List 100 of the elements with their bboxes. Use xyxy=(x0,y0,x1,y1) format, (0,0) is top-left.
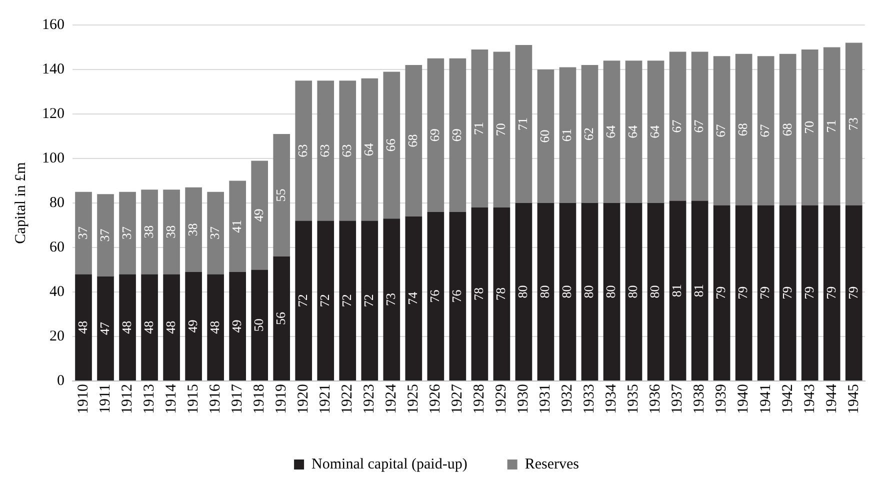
data-label: 81 xyxy=(691,284,706,298)
data-label: 41 xyxy=(229,220,244,233)
data-label: 71 xyxy=(515,118,530,131)
data-label: 38 xyxy=(162,225,178,238)
x-tick-label: 1914 xyxy=(163,384,180,414)
x-tick-label: 1944 xyxy=(824,384,840,414)
data-label: 80 xyxy=(625,285,640,298)
bar xyxy=(361,220,378,380)
bar xyxy=(603,203,620,380)
data-label: 79 xyxy=(801,286,816,300)
y-tick-label: 20 xyxy=(50,328,64,344)
data-label: 71 xyxy=(823,120,838,133)
data-label: 48 xyxy=(206,320,222,334)
x-tick-label: 1934 xyxy=(604,384,620,414)
bar xyxy=(339,220,356,380)
y-tick-label: 60 xyxy=(50,239,64,256)
y-tick-label: 100 xyxy=(42,150,64,166)
bar xyxy=(185,187,202,272)
x-tick-label: 1930 xyxy=(516,384,532,414)
y-tick-label: 140 xyxy=(42,61,64,78)
bar xyxy=(471,207,488,380)
data-label: 37 xyxy=(118,226,134,240)
bar xyxy=(581,65,598,203)
data-label: 69 xyxy=(449,128,464,142)
bar xyxy=(229,272,246,380)
bar xyxy=(273,134,290,256)
x-tick-label: 1921 xyxy=(318,384,334,414)
x-tick-label: 1917 xyxy=(230,384,246,414)
data-label: 79 xyxy=(845,286,860,300)
bar xyxy=(251,270,268,380)
data-label: 48 xyxy=(162,320,178,334)
bar xyxy=(97,194,114,276)
bar xyxy=(647,203,664,380)
data-label: 76 xyxy=(449,289,464,303)
data-label: 66 xyxy=(383,138,398,152)
data-label: 78 xyxy=(471,287,486,300)
bar xyxy=(823,205,840,380)
x-tick-label: 1926 xyxy=(428,384,444,414)
data-label: 67 xyxy=(669,119,684,133)
x-tick-label: 1925 xyxy=(406,384,422,414)
bar xyxy=(537,70,554,203)
bar xyxy=(273,256,290,380)
bar xyxy=(427,212,444,380)
bar xyxy=(823,47,840,206)
x-tick-label: 1912 xyxy=(119,384,136,414)
data-label: 81 xyxy=(669,284,684,298)
bar xyxy=(405,216,422,380)
bar xyxy=(75,274,92,380)
bar xyxy=(691,200,708,380)
data-label: 49 xyxy=(184,320,200,333)
x-tick-label: 1933 xyxy=(582,384,598,414)
x-tick-label: 1945 xyxy=(846,384,862,414)
x-tick-label: 1943 xyxy=(802,384,818,414)
x-tick-label: 1928 xyxy=(472,384,488,414)
data-label: 37 xyxy=(74,226,90,240)
x-tick-label: 1919 xyxy=(274,384,290,414)
y-axis-title: Capital in £m xyxy=(12,162,29,244)
data-label: 72 xyxy=(339,294,354,308)
bar xyxy=(163,190,180,274)
bar xyxy=(317,220,334,380)
bar xyxy=(779,205,796,380)
bar xyxy=(515,203,532,380)
bar xyxy=(625,60,642,203)
data-label: 64 xyxy=(361,142,376,156)
data-label: 76 xyxy=(427,289,442,303)
bar xyxy=(229,180,246,272)
bar xyxy=(207,192,224,274)
bar xyxy=(537,203,554,380)
bar xyxy=(317,80,334,221)
data-label: 64 xyxy=(625,124,640,138)
data-label: 70 xyxy=(493,123,508,136)
data-label: 61 xyxy=(559,128,574,142)
y-tick-label: 120 xyxy=(42,106,64,122)
data-label: 49 xyxy=(229,320,244,333)
data-label: 67 xyxy=(713,124,728,138)
bar xyxy=(735,54,752,206)
legend-label: Nominal capital (paid-up) xyxy=(312,456,468,472)
data-label: 48 xyxy=(74,320,90,334)
data-label: 68 xyxy=(405,134,420,148)
bar xyxy=(669,200,686,380)
bar xyxy=(493,52,510,208)
bar xyxy=(603,60,620,203)
bar xyxy=(559,67,576,203)
bar xyxy=(97,276,114,380)
bar xyxy=(581,203,598,380)
x-tick-label: 1913 xyxy=(141,384,158,414)
x-tick-label: 1918 xyxy=(252,384,268,414)
data-label: 73 xyxy=(383,293,398,306)
bar xyxy=(691,52,708,201)
bar xyxy=(669,52,686,201)
data-label: 79 xyxy=(713,286,728,300)
bar xyxy=(405,65,422,216)
data-label: 48 xyxy=(118,320,134,334)
bar xyxy=(339,80,356,221)
data-label: 79 xyxy=(823,286,838,300)
data-label: 67 xyxy=(691,119,706,133)
x-tick-label: 1927 xyxy=(450,384,466,414)
data-label: 74 xyxy=(405,291,420,305)
bar xyxy=(75,192,92,274)
data-label: 79 xyxy=(757,286,772,300)
